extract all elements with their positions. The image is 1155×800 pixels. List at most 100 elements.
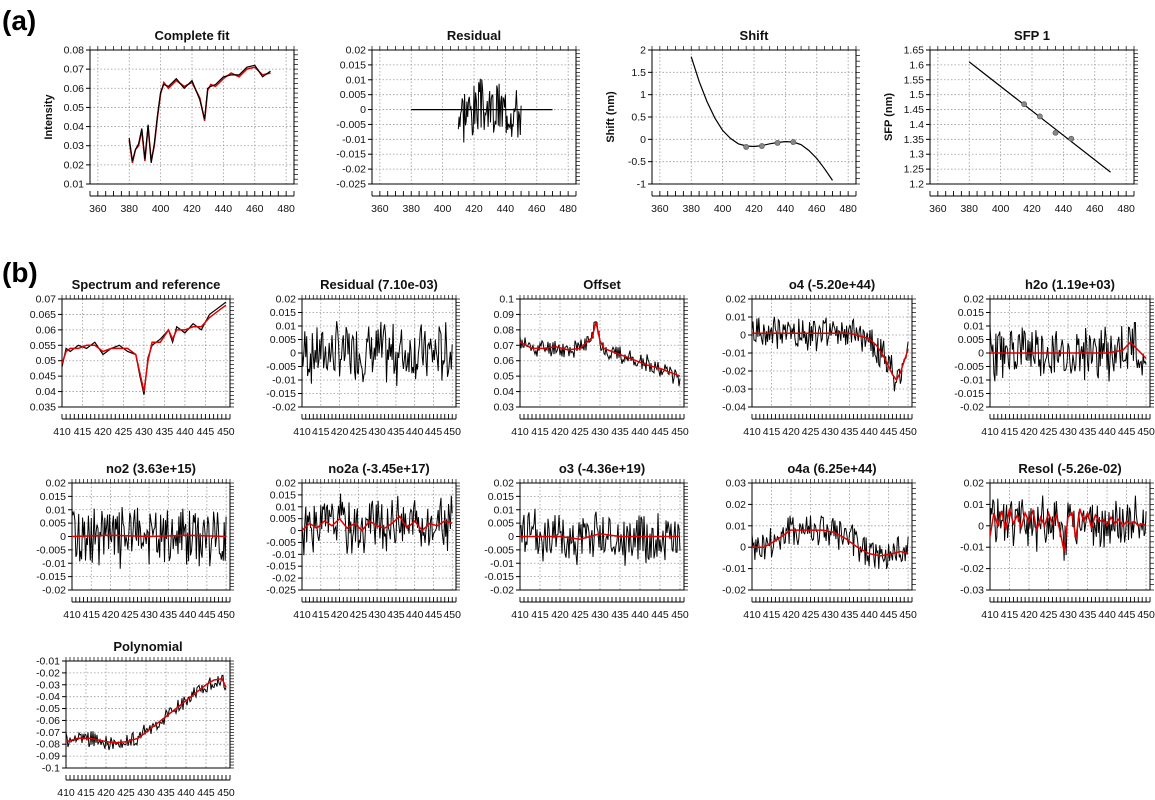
y-tick-label: 0.02	[64, 159, 85, 171]
y-tick-label: 0.07	[64, 64, 85, 76]
x-tick-label: 430	[1059, 609, 1077, 621]
y-tick-label: -0.02	[722, 366, 746, 378]
y-tick-label: -0.01	[960, 375, 984, 387]
x-tick-label: 420	[183, 203, 201, 215]
x-tick-label: 400	[152, 203, 170, 215]
data-point	[1036, 113, 1043, 120]
x-tick-label: 425	[350, 609, 368, 621]
x-tick-label: 420	[97, 787, 115, 799]
y-tick-label: 0	[740, 330, 746, 342]
y-tick-label: -0.08	[36, 739, 60, 751]
y-tick-label: -0.01	[722, 563, 746, 575]
chart-title: o4 (-5.20e+44)	[789, 277, 875, 292]
data-series-line	[62, 301, 227, 395]
chart-title: Residual (7.10e-03)	[320, 277, 438, 292]
x-tick-label: 415	[312, 609, 330, 621]
y-tick-label: -0.07	[36, 727, 60, 739]
chart-b_resol: Resol (-5.26e-02) -0.03 -0.02 -0.01 0 0.01 0.0…	[960, 461, 1155, 621]
chart-title: Resol (-5.26e-02)	[1018, 461, 1121, 476]
plot-frame	[65, 660, 231, 769]
x-tick-label: 435	[1079, 426, 1097, 438]
y-tick-label: -0.01	[490, 558, 514, 570]
data-series-measured	[520, 508, 681, 566]
x-tick-label: 380	[960, 203, 978, 215]
y-tick-label: 0.02	[46, 478, 67, 490]
y-tick-label: -0.03	[36, 679, 60, 691]
x-tick-label: 410	[511, 609, 529, 621]
chart-title: o3 (-4.36e+19)	[559, 461, 645, 476]
chart-title: no2a (-3.45e+17)	[328, 461, 430, 476]
plot-area	[520, 508, 681, 566]
y-tick-label: 1.3	[909, 149, 924, 161]
y-tick-label: 0.1	[499, 294, 514, 306]
x-tick-label: 430	[821, 609, 839, 621]
x-tick-label: 440	[631, 609, 649, 621]
y-tick-label: 0.04	[494, 386, 515, 398]
data-series-fit	[752, 529, 909, 557]
y-tick-label: 0	[978, 520, 984, 532]
x-tick-label: 435	[611, 426, 629, 438]
data-series-fit	[990, 341, 1147, 359]
y-tick-label: 0.06	[494, 355, 515, 367]
x-tick-label: 430	[591, 609, 609, 621]
x-tick-label: 440	[777, 203, 795, 215]
x-tick-label: 430	[591, 426, 609, 438]
data-series-fit	[72, 534, 227, 538]
x-tick-label: 440	[631, 426, 649, 438]
y-tick-label: 0	[978, 348, 984, 360]
plot-area	[752, 316, 909, 392]
x-tick-label: 450	[217, 426, 235, 438]
data-series-fit	[66, 677, 227, 744]
x-tick-label: 425	[1040, 609, 1058, 621]
y-tick-label: -0.09	[36, 751, 60, 763]
y-tick-label: -0.02	[722, 585, 746, 597]
y-tick-label: 1.55	[904, 74, 925, 86]
x-tick-label: 440	[1098, 426, 1116, 438]
y-tick-label: 0.08	[494, 324, 515, 336]
x-tick-label: 460	[246, 203, 264, 215]
y-tick-label: 0.015	[340, 59, 366, 71]
y-tick-label: -0.02	[960, 402, 984, 414]
chart-title: Polynomial	[113, 639, 182, 654]
data-point	[758, 143, 765, 149]
plot-frame	[651, 49, 857, 185]
x-tick-label: 480	[277, 203, 295, 215]
y-tick-label: -0.02	[36, 667, 60, 679]
plot-area	[302, 321, 453, 387]
x-tick-label: 460	[808, 203, 826, 215]
charts-layer: Complete fit Intensity 0.01 0.02 0.03 0.04 0.0…	[30, 28, 1155, 799]
chart-title: Offset	[583, 277, 621, 292]
x-tick-label: 430	[368, 609, 386, 621]
x-tick-label: 425	[571, 426, 589, 438]
y-tick-label: 0.01	[276, 501, 297, 513]
x-tick-label: 420	[94, 426, 112, 438]
y-tick-label: -0.005	[954, 361, 984, 373]
y-tick-label: 0.05	[494, 371, 515, 383]
x-tick-label: 450	[899, 426, 917, 438]
chart-title: o4a (6.25e+44)	[787, 461, 876, 476]
x-tick-label: 425	[802, 426, 820, 438]
x-tick-label: 445	[197, 426, 215, 438]
y-tick-label: -0.01	[272, 375, 296, 387]
chart-b_no2a: no2a (-3.45e+17) -0.025-0.02-0.015-0.01-0…	[266, 461, 461, 621]
panel-label-a: (a)	[2, 5, 36, 36]
data-series-measured	[457, 78, 522, 143]
x-tick-label: 425	[571, 609, 589, 621]
y-tick-label: -0.02	[342, 164, 366, 176]
y-axis-label: Shift (nm)	[605, 91, 617, 143]
y-tick-label: 0	[508, 531, 514, 543]
y-tick-label: 0.065	[30, 309, 56, 321]
y-tick-label: 0.02	[494, 478, 515, 490]
y-tick-label: 0.02	[726, 499, 747, 511]
y-tick-label: -0.025	[266, 585, 296, 597]
y-tick-label: -0.015	[266, 388, 296, 400]
data-series-line	[128, 64, 271, 163]
x-tick-label: 420	[745, 203, 763, 215]
y-tick-label: 0.01	[726, 520, 747, 532]
x-tick-label: 430	[1059, 426, 1077, 438]
y-tick-label: -0.06	[36, 715, 60, 727]
y-tick-label: -0.02	[272, 402, 296, 414]
x-tick-label: 420	[1020, 426, 1038, 438]
x-tick-label: 410	[293, 609, 311, 621]
x-tick-label: 410	[53, 426, 71, 438]
